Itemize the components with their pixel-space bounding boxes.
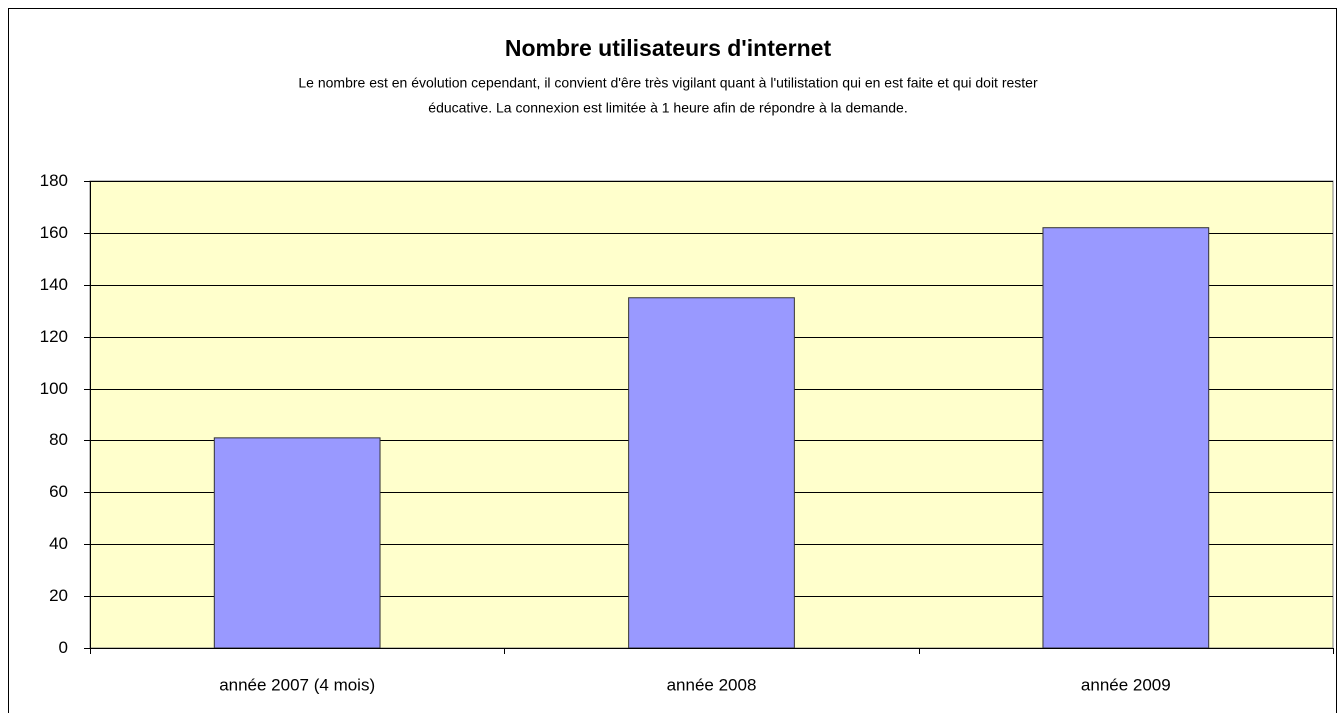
y-tick-label: 40 [49, 534, 68, 553]
bar [1042, 227, 1210, 649]
y-tick-label: 140 [40, 275, 68, 294]
y-tick-label: 120 [40, 327, 68, 346]
y-tick-label: 60 [49, 482, 68, 501]
chart-title: Nombre utilisateurs d'internet [505, 35, 832, 61]
x-tick-label: année 2009 [1081, 675, 1171, 694]
chart-subtitle: Le nombre est en évolution cependant, il… [298, 75, 1038, 91]
y-tick-label: 20 [49, 586, 68, 605]
y-tick-label: 0 [59, 638, 68, 657]
y-tick-label: 100 [40, 379, 68, 398]
x-tick-label: année 2007 (4 mois) [219, 675, 375, 694]
chart-subtitle: éducative. La connexion est limitée à 1 … [428, 100, 907, 116]
y-tick-label: 80 [49, 430, 68, 449]
bar [628, 297, 795, 649]
x-tick-label: année 2008 [667, 675, 757, 694]
y-tick-label: 160 [40, 223, 68, 242]
bar [213, 437, 381, 649]
y-tick-label: 180 [40, 171, 68, 190]
